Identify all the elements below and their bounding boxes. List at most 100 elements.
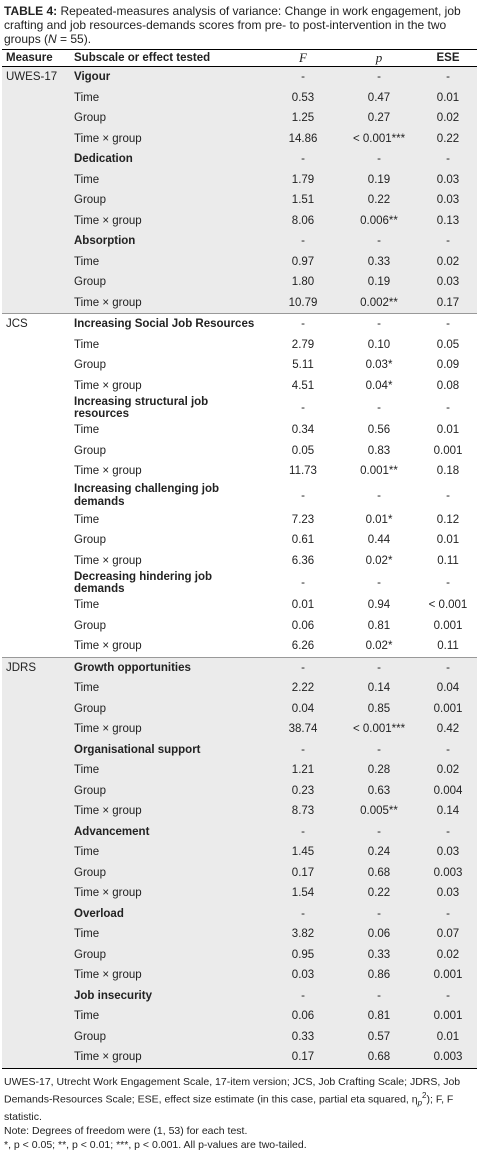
cell-ese: - <box>446 489 450 502</box>
cell-ese: 0.03 <box>419 190 477 211</box>
cell-effect: Time <box>70 842 267 863</box>
cell-measure <box>2 530 70 551</box>
cell-measure <box>2 169 70 190</box>
cell-f: - <box>267 66 339 88</box>
cell-p: 0.83 <box>367 444 391 457</box>
cell-effect: Time <box>74 338 100 351</box>
cell-ese: 0.07 <box>419 924 477 945</box>
cell-ese: - <box>446 318 450 331</box>
cell-effect: Time <box>70 87 267 108</box>
cell-effect: Time <box>70 678 267 699</box>
cell-ese: 0.02 <box>419 944 477 965</box>
subscale-row: Overload - - - <box>2 903 477 924</box>
cell-f: 2.22 <box>267 678 339 699</box>
cell-f: 0.05 <box>291 444 315 457</box>
cell-f: 1.80 <box>267 272 339 293</box>
cell-measure <box>2 842 70 863</box>
cell-ese: 0.11 <box>419 636 477 658</box>
cell-p: 0.56 <box>367 424 391 437</box>
cell-measure <box>2 335 70 356</box>
cell-measure <box>2 272 70 293</box>
table-row: Time 3.82 0.06 0.07 <box>2 924 477 945</box>
cell-effect: Time × group <box>74 465 142 478</box>
cell-p: 0.33 <box>339 944 419 965</box>
table-row: Group 0.23 0.63 0.004 <box>2 780 477 801</box>
cell-p: 0.24 <box>339 842 419 863</box>
cell-f: 0.04 <box>267 698 339 719</box>
cell-ese: 0.11 <box>437 554 459 567</box>
cell-p: - <box>339 821 419 842</box>
cell-ese: 0.02 <box>419 108 477 129</box>
cell-effect: Group <box>70 108 267 129</box>
cell-measure <box>2 571 70 595</box>
cell-ese: 0.04 <box>419 678 477 699</box>
cell-subscale: Organisational support <box>70 739 267 760</box>
cell-f: 3.82 <box>267 924 339 945</box>
cell-f: - <box>267 985 339 1006</box>
table-row: Time × group 10.79 0.002** 0.17 <box>2 292 477 314</box>
cell-f: 1.79 <box>267 169 339 190</box>
cell-p: 0.94 <box>367 599 391 612</box>
table-row: Group 0.05 0.83 0.001 <box>2 441 477 462</box>
cell-ese: 0.03 <box>419 169 477 190</box>
cell-measure <box>2 87 70 108</box>
cell-measure <box>2 231 70 252</box>
cell-p: 0.28 <box>339 760 419 781</box>
table-row: Time 7.23 0.01* 0.12 <box>2 510 477 531</box>
cell-effect: Time × group <box>70 1047 267 1069</box>
cell-ese: 0.01 <box>436 424 460 437</box>
cell-f: - <box>267 903 339 924</box>
caption-label: TABLE 4: <box>4 4 58 18</box>
cell-f: 0.34 <box>291 424 315 437</box>
cell-f: 0.01 <box>291 599 315 612</box>
cell-p: 0.001** <box>360 465 398 478</box>
subscale-row: Increasing structural job resources - - - <box>2 396 477 420</box>
cell-measure <box>2 251 70 272</box>
table-row: Group 0.95 0.33 0.02 <box>2 944 477 965</box>
cell-measure <box>2 862 70 883</box>
cell-measure <box>2 1006 70 1027</box>
cell-f: 1.25 <box>267 108 339 129</box>
cell-subscale: Increasing structural job resources <box>74 396 209 420</box>
cell-ese: 0.22 <box>419 128 477 149</box>
cell-ese: < 0.001 <box>428 599 468 612</box>
cell-p: 0.10 <box>367 338 391 351</box>
cell-f: 6.26 <box>267 636 339 658</box>
cell-measure <box>2 190 70 211</box>
cell-p: - <box>377 577 381 589</box>
cell-f: 0.06 <box>267 1006 339 1027</box>
cell-effect: Time × group <box>70 883 267 904</box>
cell-measure <box>2 883 70 904</box>
cell-f: - <box>301 489 305 502</box>
table-row: Time 0.34 0.56 0.01 <box>2 420 477 441</box>
cell-ese: 0.001 <box>433 444 463 457</box>
cell-effect: Time × group <box>70 636 267 658</box>
footnote-abbreviations: UWES-17, Utrecht Work Engagement Scale, … <box>4 1075 461 1124</box>
cell-measure <box>2 292 70 314</box>
cell-measure <box>2 1026 70 1047</box>
cell-measure <box>2 636 70 658</box>
cell-f: 2.79 <box>291 338 315 351</box>
table-row: Time 1.79 0.19 0.03 <box>2 169 477 190</box>
cell-effect: Group <box>70 862 267 883</box>
cell-ese: - <box>419 66 477 88</box>
cell-f: - <box>267 149 339 170</box>
cell-ese: - <box>419 231 477 252</box>
subscale-row: Absorption - - - <box>2 231 477 252</box>
cell-effect: Group <box>70 780 267 801</box>
cell-effect: Time <box>70 169 267 190</box>
cell-p: 0.85 <box>339 698 419 719</box>
cell-ese: - <box>419 985 477 1006</box>
table-row: Group 5.11 0.03* 0.09 <box>2 355 477 376</box>
cell-measure <box>2 149 70 170</box>
table-row: Time × group 4.51 0.04* 0.08 <box>2 376 477 397</box>
cell-f: 0.23 <box>267 780 339 801</box>
table-row: Group 0.04 0.85 0.001 <box>2 698 477 719</box>
cell-measure <box>2 482 70 510</box>
cell-p: 0.33 <box>339 251 419 272</box>
cell-ese: 0.42 <box>419 719 477 740</box>
subscale-row: Decreasing hindering job demands - - - <box>2 571 477 595</box>
cell-effect: Group <box>70 698 267 719</box>
cell-f: - <box>267 821 339 842</box>
table-row: Group 0.33 0.57 0.01 <box>2 1026 477 1047</box>
